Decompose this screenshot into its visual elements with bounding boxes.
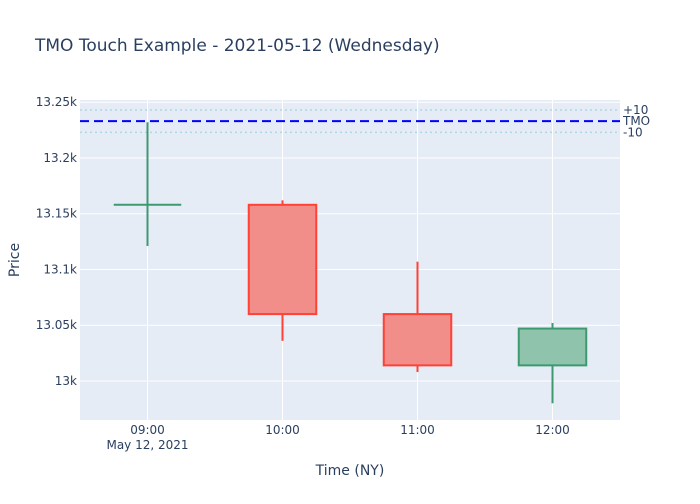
x-tick-label: 10:00 <box>265 423 300 437</box>
y-tick-label: 13.15k <box>36 207 77 221</box>
candle-body <box>517 327 588 367</box>
candle-body <box>247 203 318 316</box>
x-tick-label: 12:00 <box>535 423 570 437</box>
reference-line-label: +10 <box>623 103 648 117</box>
x-tick-label: 09:00 <box>130 423 165 437</box>
candles <box>113 122 588 404</box>
y-tick-label: 13.25k <box>36 95 77 109</box>
axis-ticks: 13k 13.05k 13.1k 13.15k 13.2k 13.25k 09:00 10:0… <box>36 95 570 452</box>
x-axis-title: Time (NY) <box>315 463 385 479</box>
y-tick-label: 13.2k <box>43 151 77 165</box>
reference-line-label: -10 <box>623 125 643 139</box>
plot-area <box>80 100 620 420</box>
y-tick-label: 13.1k <box>43 262 77 276</box>
candle-body <box>382 313 453 367</box>
y-tick-label: 13k <box>55 374 77 388</box>
y-axis-title: Price <box>7 243 23 277</box>
x-tick-date-label: May 12, 2021 <box>106 438 188 452</box>
y-tick-label: 13.05k <box>36 318 77 332</box>
chart-title: TMO Touch Example - 2021-05-12 (Wednesda… <box>34 36 440 56</box>
x-tick-label: 11:00 <box>400 423 435 437</box>
reference-line-label: TMO <box>622 114 650 128</box>
